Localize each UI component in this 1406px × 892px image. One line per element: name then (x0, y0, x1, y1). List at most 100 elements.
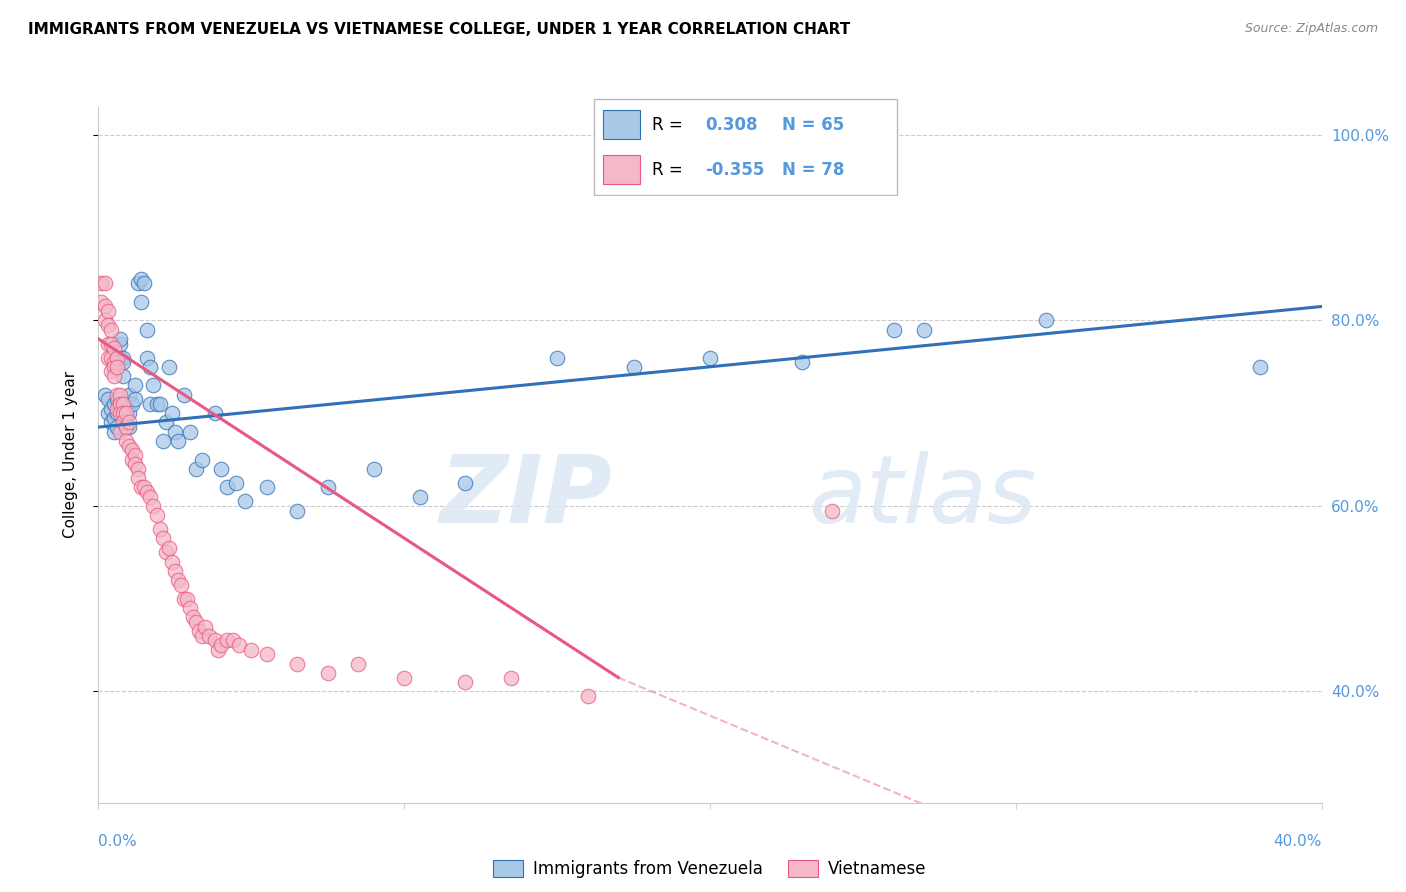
Point (124, 378, 146, 392)
Point (108, 425, 131, 439)
Text: R =: R = (652, 116, 683, 134)
Point (347, 657, 370, 671)
Text: -0.355: -0.355 (704, 161, 765, 178)
Text: 0.0%: 0.0% (98, 834, 138, 849)
FancyBboxPatch shape (603, 155, 640, 185)
Point (105, 392, 128, 407)
Point (134, 277, 156, 291)
Text: IMMIGRANTS FROM VENEZUELA VS VIETNAMESE COLLEGE, UNDER 1 YEAR CORRELATION CHART: IMMIGRANTS FROM VENEZUELA VS VIETNAMESE … (28, 22, 851, 37)
Point (191, 452, 214, 467)
Point (124, 448, 146, 462)
Point (228, 638, 250, 652)
Point (129, 480, 152, 494)
Point (145, 508, 167, 523)
Text: 0.308: 0.308 (704, 116, 758, 134)
Point (149, 397, 172, 411)
Point (136, 485, 159, 500)
Point (225, 475, 247, 490)
Point (127, 462, 149, 476)
Point (111, 355, 134, 369)
Point (127, 471, 149, 485)
Point (108, 387, 131, 401)
Text: R =: R = (652, 161, 683, 178)
Point (157, 541, 180, 555)
Point (179, 425, 201, 439)
Point (160, 555, 183, 569)
Point (167, 573, 190, 587)
Point (316, 480, 339, 494)
Point (145, 397, 167, 411)
Point (100, 416, 122, 430)
Point (118, 420, 141, 434)
Point (181, 610, 204, 624)
Point (108, 332, 131, 346)
Point (883, 323, 905, 337)
Point (103, 369, 125, 384)
Point (93, 313, 115, 327)
Point (118, 387, 141, 401)
Point (215, 480, 238, 494)
Point (118, 416, 141, 430)
Point (129, 271, 152, 285)
Point (207, 642, 229, 657)
Point (186, 615, 208, 629)
Point (124, 457, 146, 471)
Point (699, 351, 721, 365)
Point (97, 406, 120, 420)
Point (194, 619, 217, 633)
Point (204, 633, 226, 648)
Point (623, 359, 645, 374)
Point (124, 392, 146, 407)
Point (191, 629, 214, 643)
Point (121, 452, 143, 467)
Point (790, 355, 813, 369)
Point (136, 351, 159, 365)
Point (163, 425, 186, 439)
Point (167, 434, 190, 448)
Point (111, 351, 134, 365)
Point (93, 277, 115, 291)
Point (103, 341, 125, 355)
Point (121, 397, 143, 411)
Point (285, 503, 308, 517)
Point (408, 490, 430, 504)
Text: 40.0%: 40.0% (1274, 834, 1322, 849)
Text: N = 65: N = 65 (782, 116, 845, 134)
Point (176, 591, 198, 606)
Point (142, 499, 165, 513)
Point (100, 401, 122, 416)
Point (97, 392, 120, 407)
Point (97, 336, 120, 351)
Point (157, 359, 180, 374)
Legend: Immigrants from Venezuela, Vietnamese: Immigrants from Venezuela, Vietnamese (486, 853, 934, 884)
Point (129, 294, 152, 309)
Point (501, 671, 523, 685)
Point (103, 410, 125, 425)
Point (215, 633, 238, 648)
Point (93, 387, 115, 401)
Point (209, 462, 232, 476)
Point (103, 359, 125, 374)
Point (118, 406, 141, 420)
Point (149, 522, 172, 536)
Point (105, 351, 128, 365)
Point (155, 545, 177, 559)
Point (108, 406, 131, 420)
Point (170, 578, 193, 592)
Point (105, 401, 128, 416)
Point (115, 434, 138, 448)
Point (576, 689, 599, 703)
Point (142, 378, 165, 392)
Point (285, 657, 308, 671)
Point (105, 420, 128, 434)
Point (93, 300, 115, 314)
Point (392, 671, 416, 685)
Point (188, 624, 211, 639)
Point (256, 480, 278, 494)
Point (97, 318, 120, 332)
Point (115, 406, 138, 420)
Point (209, 638, 232, 652)
Point (363, 462, 385, 476)
Point (111, 406, 134, 420)
Point (233, 494, 256, 508)
